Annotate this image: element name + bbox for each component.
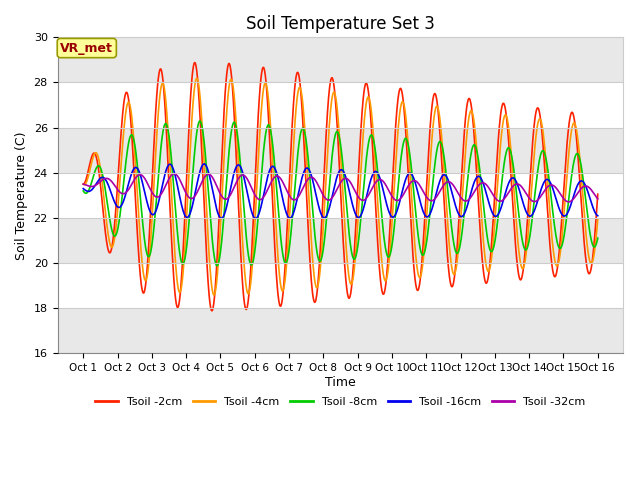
Tsoil -32cm [488, 190, 495, 195]
Tsoil -16cm [181, 213, 189, 219]
Tsoil -4cm [193, 75, 201, 81]
Tsoil -4cm [181, 240, 189, 246]
Tsoil -32cm [79, 181, 87, 187]
Tsoil -4cm [594, 216, 602, 222]
X-axis label: Time: Time [325, 376, 356, 389]
Tsoil -32cm [182, 189, 189, 195]
Tsoil -32cm [533, 198, 541, 204]
Tsoil -32cm [594, 196, 602, 202]
Tsoil -4cm [534, 123, 541, 129]
Line: Tsoil -2cm: Tsoil -2cm [83, 62, 598, 311]
Tsoil -16cm [252, 216, 260, 221]
Tsoil -2cm [181, 205, 189, 211]
Tsoil -16cm [252, 216, 259, 221]
Tsoil -8cm [194, 124, 202, 130]
Title: Soil Temperature Set 3: Soil Temperature Set 3 [246, 15, 435, 33]
Tsoil -32cm [170, 171, 178, 177]
Tsoil -16cm [594, 213, 602, 218]
Tsoil -8cm [213, 263, 221, 269]
Bar [58, 308, 623, 353]
Tsoil -2cm [421, 216, 429, 221]
Tsoil -2cm [252, 158, 260, 164]
Tsoil -16cm [194, 178, 202, 184]
Tsoil -4cm [421, 241, 429, 247]
Tsoil -8cm [421, 249, 429, 254]
Tsoil -8cm [534, 171, 541, 177]
Tsoil -4cm [211, 292, 218, 298]
Tsoil -8cm [594, 235, 602, 241]
Tsoil -16cm [200, 161, 208, 167]
Legend: Tsoil -2cm, Tsoil -4cm, Tsoil -8cm, Tsoil -16cm, Tsoil -32cm: Tsoil -2cm, Tsoil -4cm, Tsoil -8cm, Tsoi… [91, 392, 590, 411]
Tsoil -2cm [194, 82, 202, 87]
Tsoil -32cm [565, 199, 573, 205]
Y-axis label: Soil Temperature (C): Soil Temperature (C) [15, 131, 28, 260]
Tsoil -8cm [181, 254, 189, 260]
Tsoil -2cm [594, 192, 602, 197]
Tsoil -16cm [534, 199, 541, 204]
Tsoil -4cm [194, 78, 202, 84]
Tsoil -8cm [488, 249, 496, 254]
Line: Tsoil -16cm: Tsoil -16cm [83, 164, 598, 218]
Tsoil -16cm [79, 186, 87, 192]
Bar [58, 128, 623, 173]
Line: Tsoil -4cm: Tsoil -4cm [83, 78, 598, 295]
Tsoil -2cm [79, 181, 87, 187]
Tsoil -8cm [79, 188, 87, 194]
Tsoil -2cm [191, 60, 198, 65]
Bar [58, 37, 623, 83]
Tsoil -4cm [252, 201, 260, 207]
Tsoil -8cm [252, 238, 260, 244]
Bar [58, 218, 623, 263]
Tsoil -16cm [488, 209, 496, 215]
Line: Tsoil -8cm: Tsoil -8cm [83, 121, 598, 266]
Tsoil -32cm [420, 191, 428, 196]
Tsoil -2cm [488, 236, 496, 241]
Text: VR_met: VR_met [60, 42, 113, 55]
Tsoil -32cm [252, 193, 259, 199]
Tsoil -8cm [196, 118, 204, 124]
Tsoil -4cm [488, 252, 496, 258]
Line: Tsoil -32cm: Tsoil -32cm [83, 174, 598, 202]
Tsoil -2cm [208, 308, 216, 313]
Tsoil -16cm [421, 212, 429, 218]
Tsoil -32cm [194, 188, 202, 193]
Tsoil -4cm [79, 181, 87, 187]
Tsoil -2cm [534, 105, 541, 111]
